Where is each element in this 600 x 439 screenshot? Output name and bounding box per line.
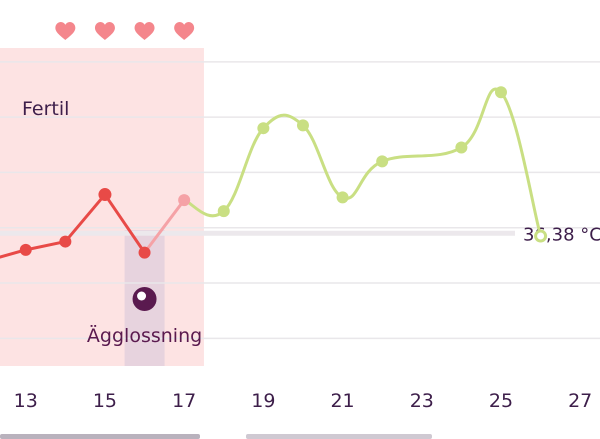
x-tick-label: 17 [172,390,196,412]
background-bands [0,48,204,366]
temperature-segment [0,248,28,259]
temperature-lines [0,87,543,259]
scroll-indicators [0,434,432,439]
temperature-points [19,86,548,259]
temperature-point[interactable] [494,86,507,99]
temperature-segment [103,193,147,255]
heart-icon[interactable] [134,22,155,40]
temperature-point[interactable] [138,246,151,259]
temperature-point[interactable] [296,119,309,132]
grid-lines [0,61,600,340]
x-tick-label: 25 [489,390,513,412]
scroll-indicator-right[interactable] [246,434,432,439]
ovulation-label: Ägglossning [87,324,202,347]
x-tick-label: 15 [93,390,117,412]
temperature-curve [182,87,543,238]
temperature-point[interactable] [217,205,230,218]
x-tick-label: 21 [330,390,354,412]
temperature-point[interactable] [59,235,72,248]
temperature-point[interactable] [19,243,32,256]
ovulation-dot-highlight [137,291,147,301]
x-tick-label: 23 [410,390,434,412]
temperature-segment [24,240,67,252]
heart-icon[interactable] [94,22,115,40]
heart-icon[interactable] [174,22,195,40]
x-tick-label: 27 [568,390,592,412]
temperature-point[interactable] [98,188,112,202]
x-tick-label: 19 [251,390,275,412]
heart-icon[interactable] [55,22,76,40]
fertile-label: Fertil [22,98,69,120]
temperature-segment [143,198,186,255]
scroll-indicator-left[interactable] [0,434,200,439]
temperature-point[interactable] [257,122,270,135]
ovulation-marker[interactable] [132,287,157,311]
fertile-window[interactable] [0,48,204,366]
x-tick-label: 13 [14,390,38,412]
x-axis-ticks: 13 15 17 19 21 23 25 27 [14,390,593,412]
temperature-segment [63,193,107,244]
temperature-point[interactable] [178,194,191,207]
temperature-point[interactable] [376,155,389,168]
temperature-point[interactable] [336,191,349,204]
temperature-point[interactable] [455,141,468,154]
temperature-point-latest[interactable] [534,229,548,243]
intercourse-hearts [55,22,195,40]
